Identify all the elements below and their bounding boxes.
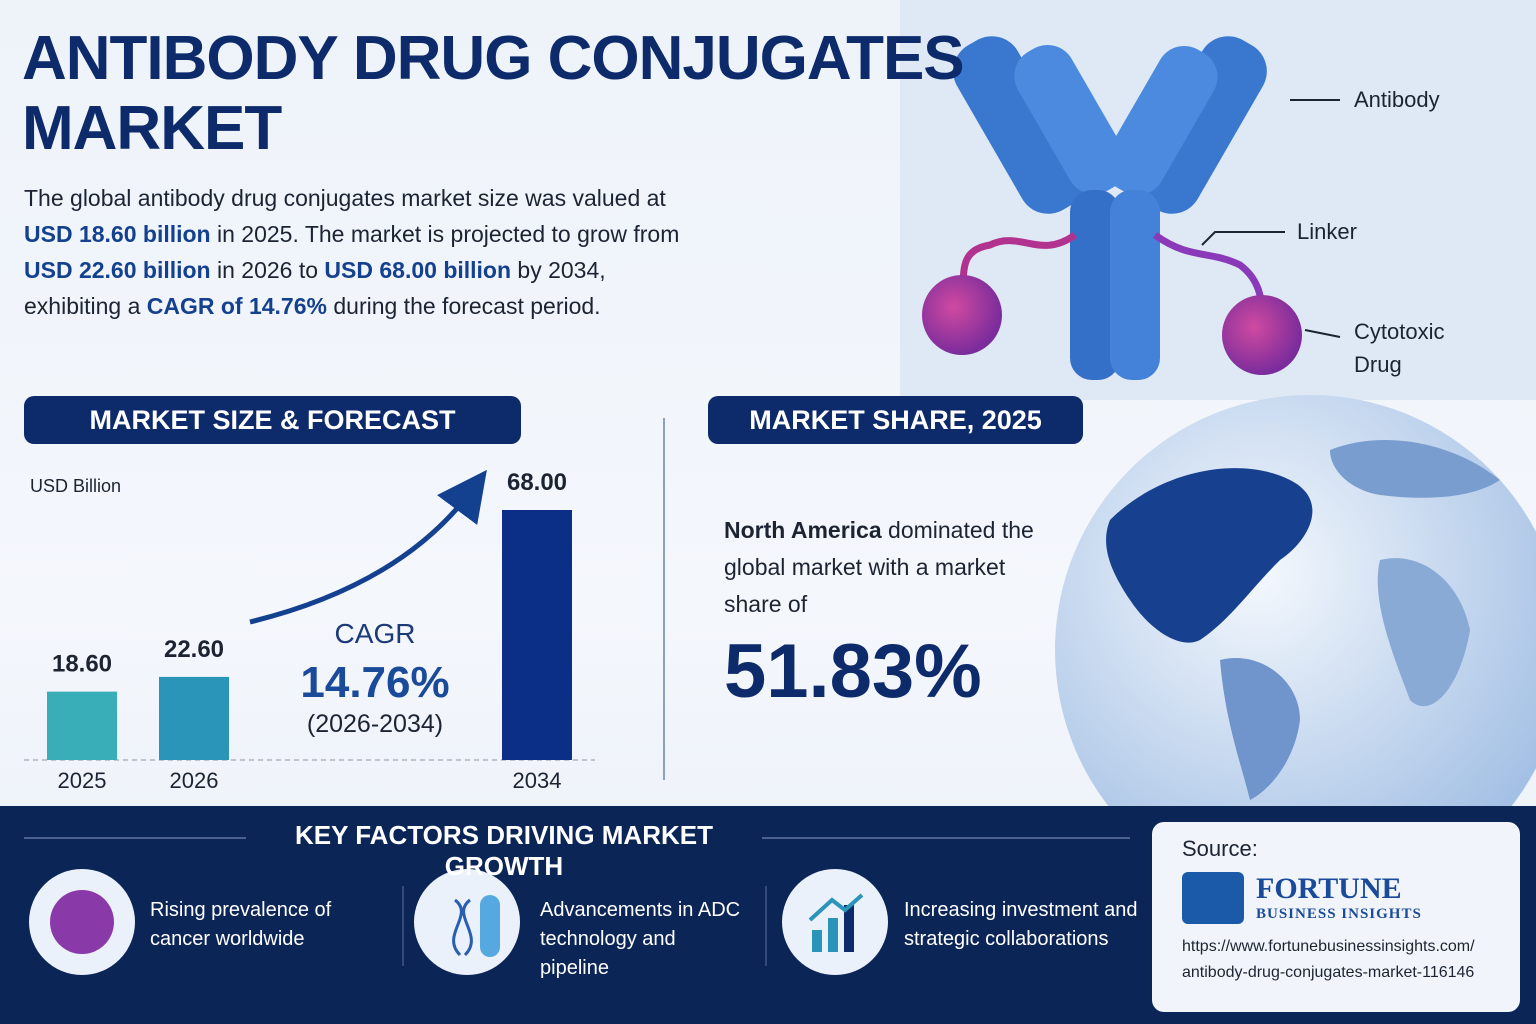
globe [1055, 395, 1536, 905]
bar [47, 691, 117, 760]
x-tick-label: 2026 [170, 768, 219, 793]
section-title: MARKET SHARE, 2025 [708, 396, 1083, 444]
factor: Rising prevalence of cancer worldwide [150, 899, 332, 950]
value-label: 18.60 [52, 651, 112, 678]
diagram-label: Antibody [1354, 87, 1440, 112]
intro-text: in 2025. The market is projected to grow… [210, 221, 680, 247]
bar [159, 676, 229, 760]
cagr-label: CAGR [334, 618, 416, 649]
region: North America [724, 517, 882, 543]
cagr-period: (2026-2034) [306, 710, 444, 738]
share-value: 51.83% [724, 629, 982, 714]
brand-sub: BUSINESS INSIGHTS [1256, 906, 1422, 922]
factor: Advancements in ADC technology and pipel… [540, 899, 741, 979]
title: ANTIBODY DRUG CONJUGATES MARKET [22, 24, 965, 163]
intro-text: by 2034, exhibiting a [24, 257, 606, 319]
diagram-label: Linker [1297, 219, 1357, 244]
cagr-value: 14.76% [300, 658, 450, 707]
factors-title: KEY FACTORS DRIVING MARKET GROWTH [295, 820, 713, 881]
intro-text: USD 18.60 billion [24, 221, 211, 247]
intro-text: in 2026 to [210, 257, 325, 283]
value-label: 68.00 [507, 469, 567, 496]
antibody-image [922, 36, 1341, 380]
source-card: Source: FORTUNE BUSINESS INSIGHTS https:… [1152, 822, 1520, 1012]
diagram-label: Cytotoxic Drug [1354, 319, 1445, 377]
section-title: MARKET SIZE & FORECAST [24, 396, 521, 444]
brand: FORTUNE [1256, 872, 1402, 905]
factor-icons [29, 869, 888, 975]
intro-text: during the forecast period. [326, 293, 601, 319]
share-text: North America dominated the global marke… [724, 512, 1034, 623]
intro: The global antibody drug conjugates mark… [24, 180, 694, 324]
url: antibody-drug-conjugates-market-116146 [1182, 964, 1475, 981]
factor: Increasing investment and strategic coll… [904, 899, 1138, 950]
source-label: Source: [1182, 836, 1258, 861]
share-desc: dominated the global market with a marke… [724, 517, 1034, 617]
bar [502, 510, 572, 760]
y-axis-label: USD Billion [30, 476, 122, 496]
intro-text: USD 68.00 billion [324, 257, 512, 283]
logo-mark [1182, 872, 1244, 924]
x-tick-label: 2025 [58, 768, 107, 793]
growth-arrow [249, 469, 487, 625]
x-tick-label: 2034 [513, 768, 562, 793]
intro-text: The global antibody drug conjugates mark… [24, 185, 666, 211]
intro-text: USD 22.60 billion [24, 257, 211, 283]
intro-text: CAGR of 14.76% [146, 293, 327, 319]
value-label: 22.60 [164, 636, 224, 663]
url: https://www.fortunebusinessinsights.com/ [1182, 938, 1475, 955]
